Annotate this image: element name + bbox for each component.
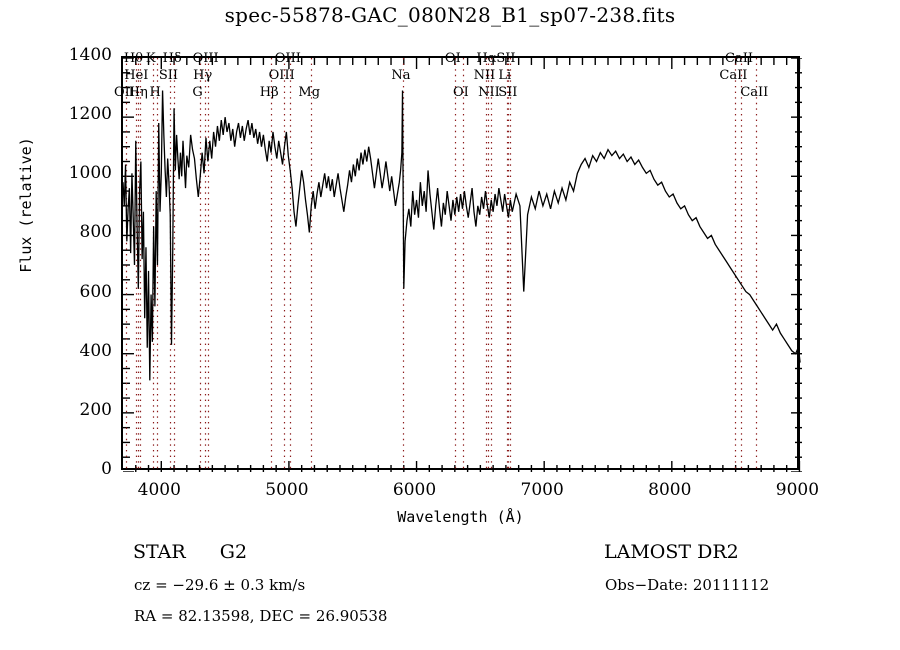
line-id-label: SII	[496, 51, 516, 66]
line-id-label: OIII	[274, 51, 301, 66]
object-type: STAR	[133, 541, 186, 563]
line-id-label: Hα	[476, 51, 497, 66]
y-tick-label: 1000	[68, 163, 112, 184]
line-id-label: Hη	[128, 85, 148, 100]
line-id-label: Mg	[298, 85, 321, 100]
line-id-label: OI	[444, 51, 461, 66]
spectrum-canvas	[123, 58, 802, 472]
line-id-label: OIII	[192, 51, 219, 66]
y-axis-title: Flux (relative)	[17, 137, 35, 273]
radial-velocity: cz = −29.6 ± 0.3 km/s	[134, 576, 306, 594]
survey-name: LAMOST DR2	[604, 541, 739, 563]
line-id-label: CaII	[719, 68, 748, 83]
y-tick-label: 400	[79, 340, 112, 361]
x-tick-label: 4000	[137, 480, 181, 500]
line-id-label: G	[192, 85, 203, 100]
y-tick-label: 600	[79, 281, 112, 302]
x-tick-label: 8000	[648, 480, 692, 500]
y-tick-label: 200	[79, 399, 112, 420]
line-id-label: Hγ	[193, 68, 213, 83]
coordinates: RA = 82.13598, DEC = 26.90538	[134, 607, 388, 625]
y-tick-label: 1200	[68, 104, 112, 125]
x-tick-label: 6000	[392, 480, 437, 500]
x-tick-label: 5000	[265, 480, 309, 500]
line-id-label: CaII	[725, 51, 753, 66]
y-tick-label: 1400	[68, 45, 112, 65]
line-id-label: NII	[478, 85, 500, 100]
line-id-label: OIII	[268, 68, 295, 83]
x-tick-label: 9000	[775, 480, 820, 500]
line-id-label: OI	[452, 85, 469, 100]
x-tick-label: 7000	[520, 480, 564, 500]
line-id-label: Hθ	[123, 51, 144, 66]
page-title: spec-55878-GAC_080N28_B1_sp07-238.fits	[224, 3, 676, 27]
line-id-label: Li	[498, 68, 512, 83]
line-id-label: Hβ	[259, 85, 279, 100]
x-axis-title: Wavelength (Å)	[397, 508, 524, 526]
spectral-class: G2	[219, 541, 248, 563]
line-id-label: CaII	[740, 85, 769, 100]
line-id-label: H	[149, 85, 161, 100]
line-id-label: Na	[391, 68, 411, 83]
line-id-label: SII	[158, 68, 179, 83]
y-tick-label: 0	[101, 459, 112, 479]
observation-date: Obs−Date: 20111112	[605, 576, 770, 594]
line-id-label: Hδ	[162, 51, 182, 66]
line-id-label: OII	[113, 85, 135, 100]
y-tick-label: 800	[79, 222, 112, 243]
object-type-label: STAR G2	[133, 541, 247, 563]
line-id-label: NII	[473, 68, 496, 83]
line-id-label: SII	[498, 85, 518, 100]
spectrum-plot	[121, 56, 802, 472]
line-id-label: HeI	[124, 68, 149, 83]
line-id-label: K	[145, 51, 156, 66]
